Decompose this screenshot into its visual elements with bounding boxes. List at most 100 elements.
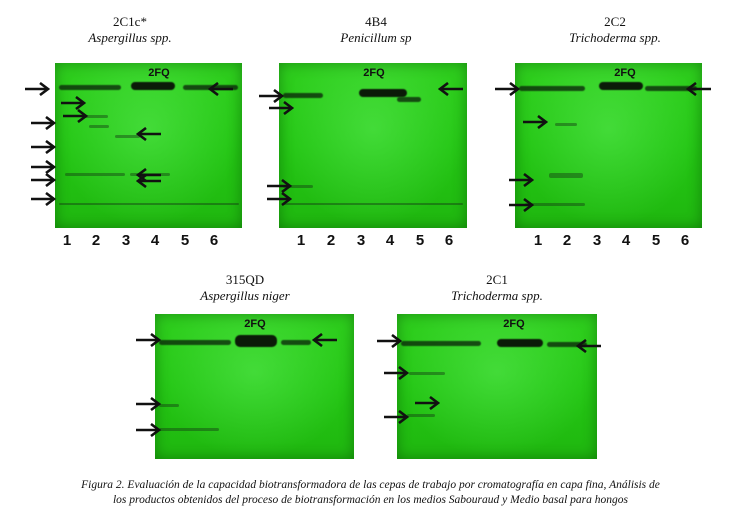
plate-5-tag: 2FQ [503,318,525,330]
caption-line-1: Figura 2. Evaluación de la capacidad bio… [81,479,660,491]
band [131,82,175,90]
lane-label: 6 [680,232,690,249]
right-arrow-icon [30,192,56,206]
plate-2-tag: 2FQ [363,67,385,79]
lane-label: 2 [562,232,572,249]
plate-1-tag: 2FQ [148,67,170,79]
lane-label: 5 [651,232,661,249]
panel-4-code: 315QD [225,272,265,287]
right-arrow-icon [135,397,161,411]
right-arrow-icon [135,333,161,347]
right-arrow-icon [30,160,56,174]
lane-label: 5 [180,232,190,249]
panel-2-title: 4B4 Penicillum sp [296,14,456,46]
right-arrow-icon [24,82,50,96]
lane-label: 1 [62,232,72,249]
panel-1-organism: Aspergillus spp. [88,30,172,45]
band [159,428,219,431]
lane-labels-plate-2: 1 2 3 4 5 6 [279,232,467,252]
band [397,97,421,102]
lane-label: 3 [356,232,366,249]
right-arrow-icon [383,410,409,424]
lane-label: 6 [209,232,219,249]
band [65,173,125,176]
right-arrow-icon [508,173,534,187]
band [89,125,109,128]
panel-3-code: 2C2 [604,14,626,29]
lane-label: 4 [150,232,160,249]
band [497,339,543,347]
band [407,414,435,417]
panel-4-title: 315QD Aspergillus niger [165,272,325,304]
lane-label: 3 [592,232,602,249]
right-arrow-icon [135,423,161,437]
tlc-plate-2: 2FQ [279,63,467,228]
band [409,372,445,375]
lane-label: 2 [91,232,101,249]
band [159,404,179,407]
tlc-plate-3: 2FQ [515,63,702,228]
right-arrow-icon [30,140,56,154]
band [599,82,643,90]
lane-label: 2 [326,232,336,249]
right-arrow-icon [60,96,86,110]
right-arrow-icon [30,116,56,130]
band [547,342,587,347]
panel-2-organism: Penicillum sp [340,30,412,45]
band [59,203,239,205]
band [359,89,407,97]
lane-label: 1 [296,232,306,249]
lane-labels-plate-3: 1 2 3 4 5 6 [515,232,702,252]
right-arrow-icon [522,115,548,129]
left-arrow-icon [686,82,712,96]
right-arrow-icon [508,198,534,212]
lane-label: 3 [121,232,131,249]
right-arrow-icon [414,396,440,410]
lane-labels-plate-1: 1 2 3 4 5 6 [55,232,242,252]
band [83,115,108,118]
panel-5-organism: Trichoderma spp. [451,288,543,303]
panel-1-code: 2C1c* [113,14,147,29]
right-arrow-icon [62,109,88,123]
right-arrow-icon [376,334,402,348]
band [283,93,323,98]
left-arrow-icon [576,339,602,353]
right-arrow-icon [383,366,409,380]
lane-label: 5 [415,232,425,249]
panel-5-code: 2C1 [486,272,508,287]
band [525,203,585,206]
lane-label: 4 [621,232,631,249]
panel-3-organism: Trichoderma spp. [569,30,661,45]
left-arrow-icon [136,174,162,188]
right-arrow-icon [30,173,56,187]
band [645,86,697,91]
band [555,123,577,126]
right-arrow-icon [266,179,292,193]
band [281,340,311,345]
lane-label: 1 [533,232,543,249]
caption-line-2: los productos obtenidos del proceso de b… [112,494,629,506]
tlc-plate-4: 2FQ [155,314,354,459]
left-arrow-icon [312,333,338,347]
left-arrow-icon [208,82,234,96]
panel-2-code: 4B4 [365,14,387,29]
band [283,185,313,188]
left-arrow-icon [438,82,464,96]
band [549,173,583,178]
band [401,341,481,346]
lane-label: 4 [385,232,395,249]
tlc-plate-5: 2FQ [397,314,597,459]
right-arrow-icon [494,82,520,96]
left-arrow-icon [136,127,162,141]
panel-3-title: 2C2 Trichoderma spp. [535,14,695,46]
band [59,85,121,90]
figure-caption: Figura 2. Evaluación de la capacidad bio… [10,478,731,508]
panel-4-organism: Aspergillus niger [200,288,290,303]
right-arrow-icon [268,101,294,115]
panel-1-title: 2C1c* Aspergillus spp. [50,14,210,46]
panel-5-title: 2C1 Trichoderma spp. [417,272,577,304]
plate-4-tag: 2FQ [244,318,266,330]
plate-3-tag: 2FQ [614,67,636,79]
band [115,135,140,138]
band [519,86,585,91]
